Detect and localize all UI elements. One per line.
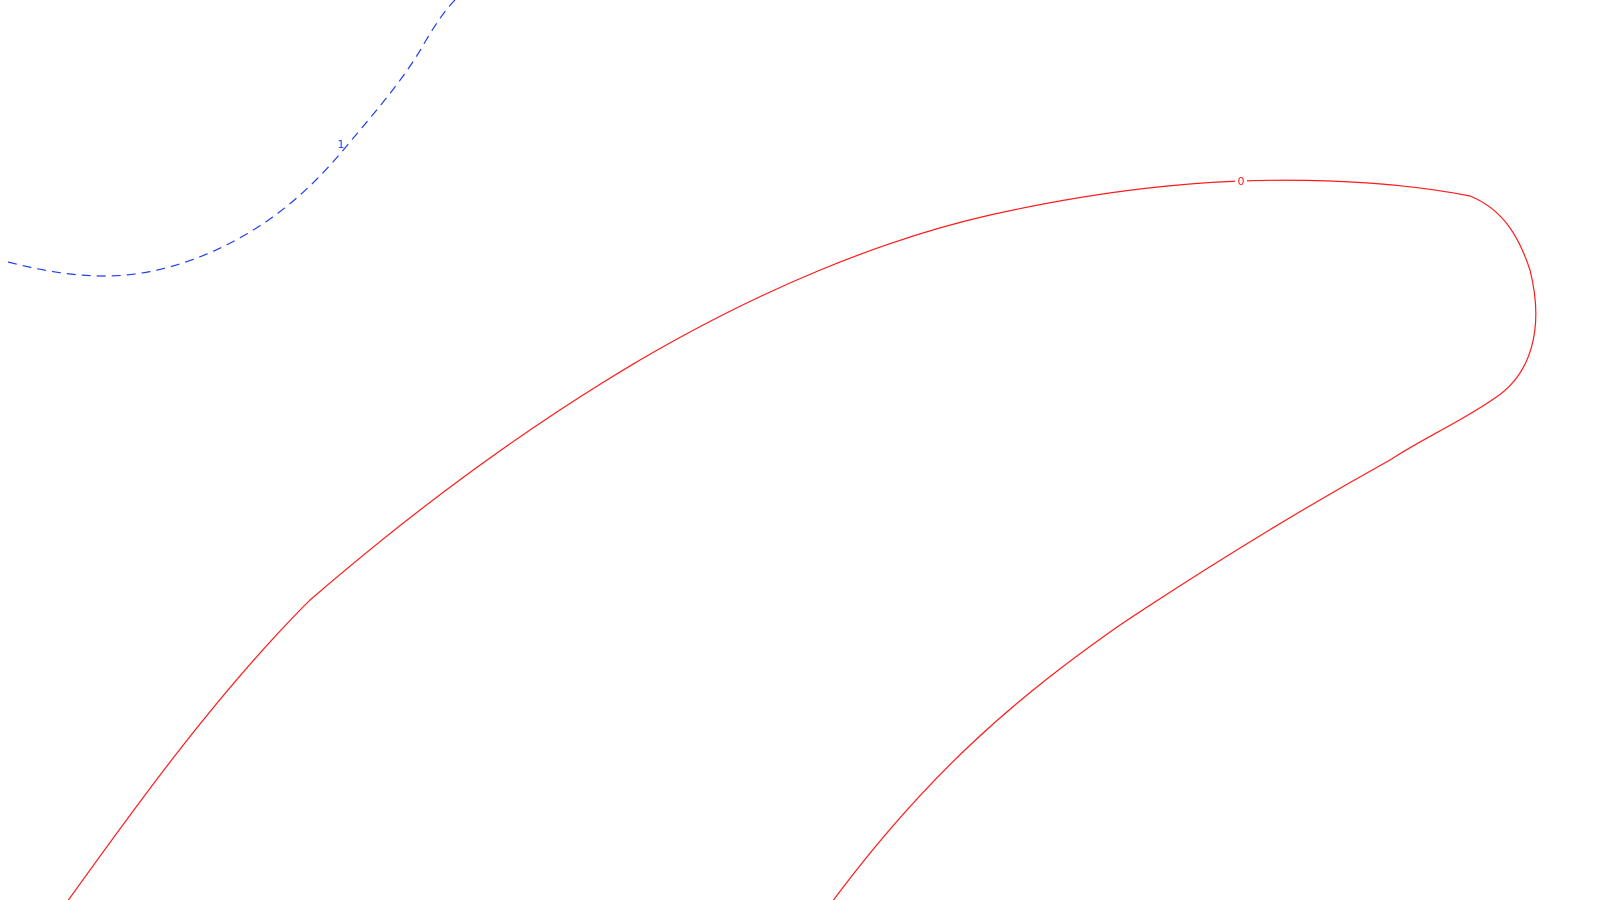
contour-label-level-0: 0 (1238, 175, 1245, 188)
contour-label-level-1: 1 (338, 138, 345, 151)
contour-label-background-level-0 (1235, 176, 1247, 186)
contour-line-level-0 (67, 179, 1537, 900)
contour-line-level-1 (7, 0, 456, 277)
